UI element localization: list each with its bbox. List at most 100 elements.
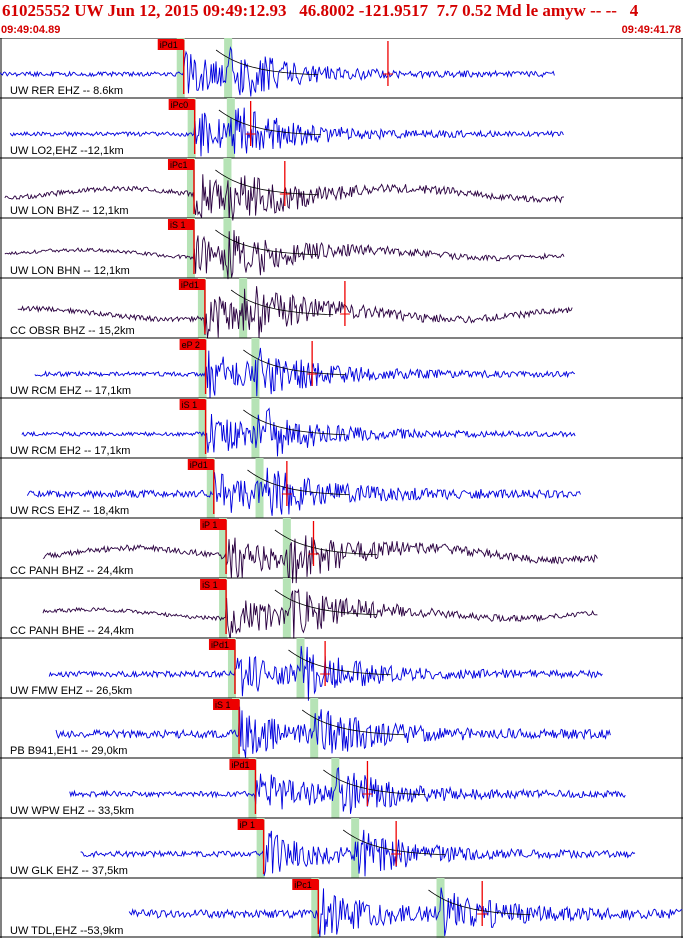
pick-flag — [292, 879, 319, 890]
waveform — [9, 107, 564, 157]
event-title: 61025552 UW Jun 12, 2015 09:49:12.93 46.… — [2, 1, 639, 20]
p-window — [256, 818, 265, 878]
s-window — [223, 218, 232, 278]
pick-label: iP 1 — [240, 820, 255, 830]
trace-row: iP 1 CC PANH BHZ -- 24,4km — [0, 517, 683, 586]
station-label: UW LON BHN -- 12,1km — [10, 265, 130, 277]
p-window — [206, 458, 215, 518]
trace-row: iPd1 UW RCS EHZ -- 18,4km — [0, 457, 683, 518]
trace-row: iS 1 UW RCM EH2 -- 17,1km — [0, 397, 683, 458]
p-window — [197, 278, 206, 338]
pick-label: iS 1 — [182, 400, 198, 410]
p-window — [198, 398, 207, 458]
coda-curve — [342, 829, 446, 856]
p-window — [232, 698, 241, 758]
p-window — [176, 38, 185, 98]
station-label: UW RER EHZ -- 8.6km — [10, 85, 123, 97]
trace-row: iPd1 UW WPW EHZ -- 33,5km — [0, 757, 683, 818]
trace-row: iS 1 UW LON BHN -- 12,1km — [0, 217, 683, 280]
p-window — [219, 518, 228, 578]
waveform — [42, 588, 598, 641]
s-window — [282, 578, 291, 638]
trace-row: iPd1 UW FMW EHZ -- 26,5km — [0, 637, 683, 701]
coda-curve — [428, 889, 531, 916]
coda-curve — [218, 109, 321, 136]
p-window — [311, 878, 320, 938]
station-label: UW GLK EHZ -- 37,5km — [10, 865, 128, 877]
pick-label: eP 2 — [182, 340, 200, 350]
waveform — [69, 767, 626, 814]
s-window — [224, 38, 233, 98]
waveform — [55, 706, 611, 758]
p-window — [186, 158, 195, 218]
time-start-label: 09:49:04.89 — [1, 24, 61, 36]
station-label: UW RCM EHZ -- 17,1km — [10, 385, 131, 397]
station-label: UW RCM EH2 -- 17,1km — [10, 445, 130, 457]
trace-row: iPc1 UW TDL,EHZ --53,9km — [0, 877, 683, 938]
station-label: UW WPW EHZ -- 33,5km — [10, 805, 134, 817]
pick-label: iPc0 — [171, 100, 189, 110]
pick-flag — [179, 339, 206, 350]
pick-label: iPc1 — [170, 160, 188, 170]
seismogram-plot: iPd1 UW RER EHZ -- 8.6km iPc0 UW LO2,EHZ --… — [0, 38, 683, 938]
coda-curve — [301, 709, 405, 736]
coda-curve — [215, 229, 318, 256]
waveform — [17, 286, 573, 339]
trace-row: iP 1 UW GLK EHZ -- 37,5km — [0, 817, 683, 878]
p-window — [198, 338, 207, 398]
pick-flag — [157, 39, 184, 50]
s-window — [239, 278, 248, 338]
pick-label: iPd1 — [231, 760, 249, 770]
p-window — [187, 98, 196, 158]
pick-flag — [167, 219, 194, 230]
coda-curve — [243, 409, 346, 436]
s-window — [226, 98, 235, 158]
coda-curve — [274, 589, 377, 616]
pick-flag — [167, 159, 194, 170]
pick-label: iPc1 — [294, 880, 312, 890]
coda-curve — [288, 649, 391, 676]
station-label: UW FMW EHZ -- 26,5km — [10, 685, 132, 697]
s-window — [251, 398, 260, 458]
trace-row: iPc0 UW LO2,EHZ --12,1km — [0, 97, 683, 158]
trace-row: iS 1 CC PANH BHE -- 24,4km — [0, 577, 683, 641]
pick-flag — [229, 759, 256, 770]
pick-label: iPd1 — [160, 40, 178, 50]
coda-curve — [215, 49, 319, 76]
p-window — [227, 638, 236, 698]
waveform — [26, 467, 581, 516]
waveform — [80, 829, 636, 877]
station-label: UW RCS EHZ -- 18,4km — [10, 505, 129, 517]
waveform — [34, 347, 576, 399]
pick-flag — [237, 819, 264, 830]
station-label: CC PANH BHZ -- 24,4km — [10, 565, 133, 577]
waveform — [48, 646, 603, 701]
pick-label: iP 1 — [202, 520, 217, 530]
coda-curve — [215, 169, 318, 196]
coda-curve — [243, 349, 346, 376]
waveform — [42, 535, 598, 586]
trace-row: iPc1 UW LON BHZ -- 12,1km — [0, 157, 683, 223]
p-window — [219, 578, 228, 638]
coda-curve — [323, 769, 426, 796]
pick-flag — [200, 519, 227, 530]
coda-curve — [274, 529, 377, 556]
station-label: CC PANH BHE -- 24,4km — [10, 625, 134, 637]
pick-flag — [178, 279, 205, 290]
pick-label: iS 1 — [215, 700, 231, 710]
coda-curve — [247, 469, 350, 496]
station-label: UW LON BHZ -- 12,1km — [10, 205, 129, 217]
time-end-label: 09:49:41.78 — [621, 24, 681, 36]
s-window — [436, 878, 445, 938]
station-label: UW LO2,EHZ --12,1km — [10, 145, 124, 157]
trace-row: eP 2 UW RCM EHZ -- 17,1km — [0, 337, 683, 399]
trace-row: iPd1 CC OBSR BHZ -- 15,2km — [0, 277, 683, 339]
waveform — [0, 46, 555, 97]
pick-flag — [187, 459, 214, 470]
waveform — [128, 887, 683, 938]
pick-flag — [213, 699, 240, 710]
pick-flag — [179, 399, 206, 410]
station-label: CC OBSR BHZ -- 15,2km — [10, 325, 135, 337]
pick-label: iPd1 — [181, 280, 199, 290]
pick-flag — [168, 99, 195, 110]
